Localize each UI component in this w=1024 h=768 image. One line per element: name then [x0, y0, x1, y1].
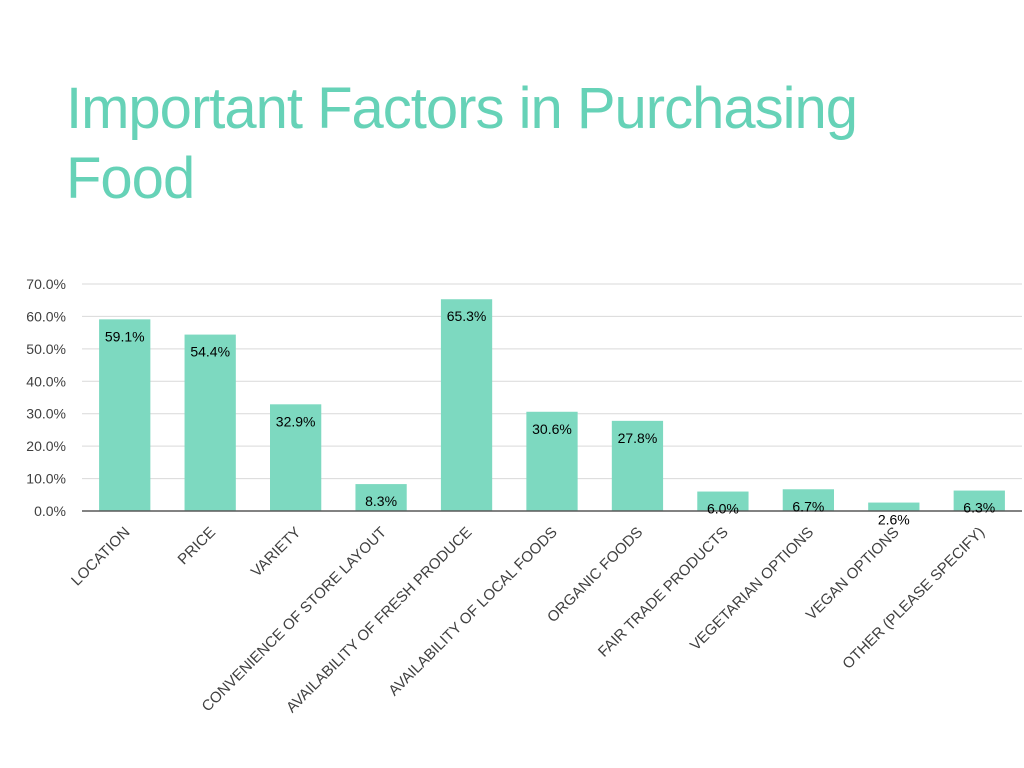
y-tick-label: 20.0% — [26, 438, 66, 454]
data-label: 8.3% — [365, 493, 397, 509]
bar — [440, 299, 493, 511]
x-category-label: OTHER (PLEASE SPECIFY) — [839, 524, 988, 673]
data-labels: 59.1% 54.4% 32.9% 8.3% 65.3% 30.6% 27.8% 6.0% 6.… — [105, 308, 995, 527]
x-category-label: CONVENIENCE OF STORE LAYOUT — [199, 524, 390, 715]
y-tick-label: 40.0% — [26, 373, 66, 389]
x-category-label: VARIETY — [248, 524, 305, 581]
data-label: 6.3% — [963, 500, 995, 516]
bar — [270, 404, 322, 511]
data-label: 54.4% — [190, 344, 230, 360]
data-label: 6.0% — [707, 501, 739, 517]
bar — [868, 502, 920, 511]
y-tick-label: 70.0% — [26, 276, 66, 292]
bar — [953, 490, 1005, 511]
bar — [184, 334, 236, 511]
data-label: 27.8% — [618, 430, 658, 446]
x-category-label: PRICE — [175, 524, 219, 568]
x-category-label: ORGANIC FOODS — [544, 524, 646, 626]
x-category-label: LOCATION — [68, 524, 133, 589]
bar — [355, 484, 407, 511]
y-tick-label: 10.0% — [26, 471, 66, 487]
bar — [697, 491, 749, 511]
x-category-label: AVAILABILITY OF LOCAL FOODS — [385, 524, 560, 699]
x-category-label: VEGAN OPTIONS — [803, 524, 903, 624]
y-tick-label: 0.0% — [34, 503, 66, 519]
y-tick-label: 60.0% — [26, 308, 66, 324]
data-label: 6.7% — [792, 498, 824, 514]
slide-title: Important Factors in Purchasing Food — [66, 76, 858, 211]
data-label: 32.9% — [276, 413, 316, 429]
bar — [782, 489, 834, 511]
x-category-label: AVAILABILITY OF FRESH PRODUCE — [283, 524, 475, 716]
y-tick-label: 30.0% — [26, 406, 66, 422]
data-label: 2.6% — [878, 512, 910, 528]
y-tick-label: 50.0% — [26, 341, 66, 357]
data-label: 59.1% — [105, 328, 145, 344]
bar — [526, 411, 578, 511]
data-label: 65.3% — [447, 308, 487, 324]
y-axis-tick-labels: 0.0% 10.0% 20.0% 30.0% 40.0% 50.0% 60.0% 70.0% — [26, 276, 66, 519]
bar — [611, 420, 664, 511]
bar — [99, 319, 151, 511]
data-label: 30.6% — [532, 421, 572, 437]
bars — [99, 299, 1005, 511]
